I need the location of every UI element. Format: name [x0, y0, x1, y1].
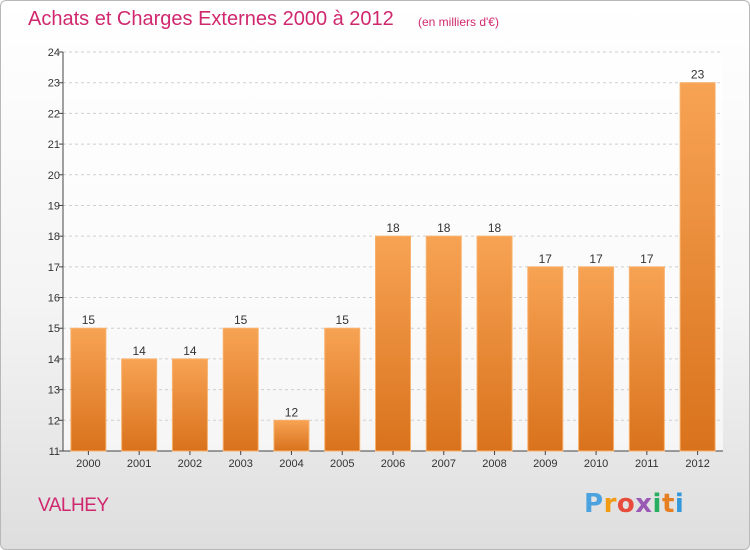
chart-subtitle: (en milliers d'€): [418, 15, 499, 29]
bar: [527, 266, 564, 452]
y-tick-label: 23: [48, 78, 60, 90]
data-label: 14: [132, 344, 146, 358]
bar: [222, 327, 259, 452]
data-label: 15: [336, 313, 350, 327]
y-tick-label: 16: [48, 293, 60, 305]
x-tick-label: 2005: [330, 458, 354, 470]
logo-letter: t: [661, 489, 675, 519]
y-tick-label: 14: [48, 354, 60, 366]
bar: [273, 419, 310, 452]
y-tick-label: 20: [48, 170, 60, 182]
x-tick-label: 2007: [432, 458, 456, 470]
data-label: 14: [183, 344, 197, 358]
y-tick-label: 18: [48, 231, 60, 243]
bar: [121, 358, 158, 452]
data-label: 17: [640, 252, 654, 266]
logo-letter: i: [674, 489, 685, 519]
data-label: 12: [285, 405, 299, 419]
bar: [425, 235, 462, 452]
bar: [70, 327, 107, 452]
bar: [324, 327, 361, 452]
y-tick-label: 11: [49, 446, 60, 458]
y-tick-label: 15: [48, 323, 60, 335]
y-tick-label: 21: [48, 139, 60, 151]
x-tick-label: 2006: [381, 458, 405, 470]
bar: [375, 235, 411, 452]
bar: [679, 82, 716, 452]
y-tick-label: 17: [48, 262, 60, 274]
x-tick-label: 2009: [533, 458, 557, 470]
y-tick-label: 22: [48, 108, 60, 120]
x-tick-label: 2001: [127, 458, 151, 470]
bar: [171, 358, 208, 452]
data-label: 18: [386, 221, 400, 235]
x-tick-label: 2003: [228, 458, 252, 470]
data-label: 18: [437, 221, 451, 235]
x-tick-label: 2004: [279, 458, 303, 470]
logo-letter: x: [635, 489, 653, 519]
commune-name: VALHEY: [38, 495, 109, 516]
bar: [476, 235, 513, 452]
x-tick-label: 2012: [685, 458, 709, 470]
y-tick-label: 12: [48, 415, 60, 427]
logo-letter: i: [652, 489, 662, 519]
proxiti-logo: Proxiti: [584, 489, 684, 519]
data-label: 15: [234, 313, 248, 327]
logo-letter: r: [603, 489, 617, 519]
data-label: 15: [82, 313, 96, 327]
x-tick-label: 2010: [584, 458, 608, 470]
y-tick-label: 13: [48, 385, 60, 397]
x-tick-label: 2000: [76, 458, 100, 470]
data-label: 17: [589, 252, 603, 266]
y-tick-label: 24: [48, 47, 60, 59]
logo-letter: o: [616, 489, 636, 519]
y-tick-label: 19: [48, 200, 60, 212]
data-label: 17: [539, 252, 553, 266]
data-label: 18: [488, 221, 502, 235]
data-label: 23: [691, 68, 705, 82]
bar: [578, 266, 615, 452]
x-tick-label: 2002: [178, 458, 202, 470]
chart-title: Achats et Charges Externes 2000 à 2012: [28, 8, 394, 30]
x-tick-label: 2011: [635, 458, 659, 470]
x-tick-label: 2008: [482, 458, 506, 470]
logo-letter: P: [584, 489, 604, 519]
bar: [628, 266, 665, 452]
